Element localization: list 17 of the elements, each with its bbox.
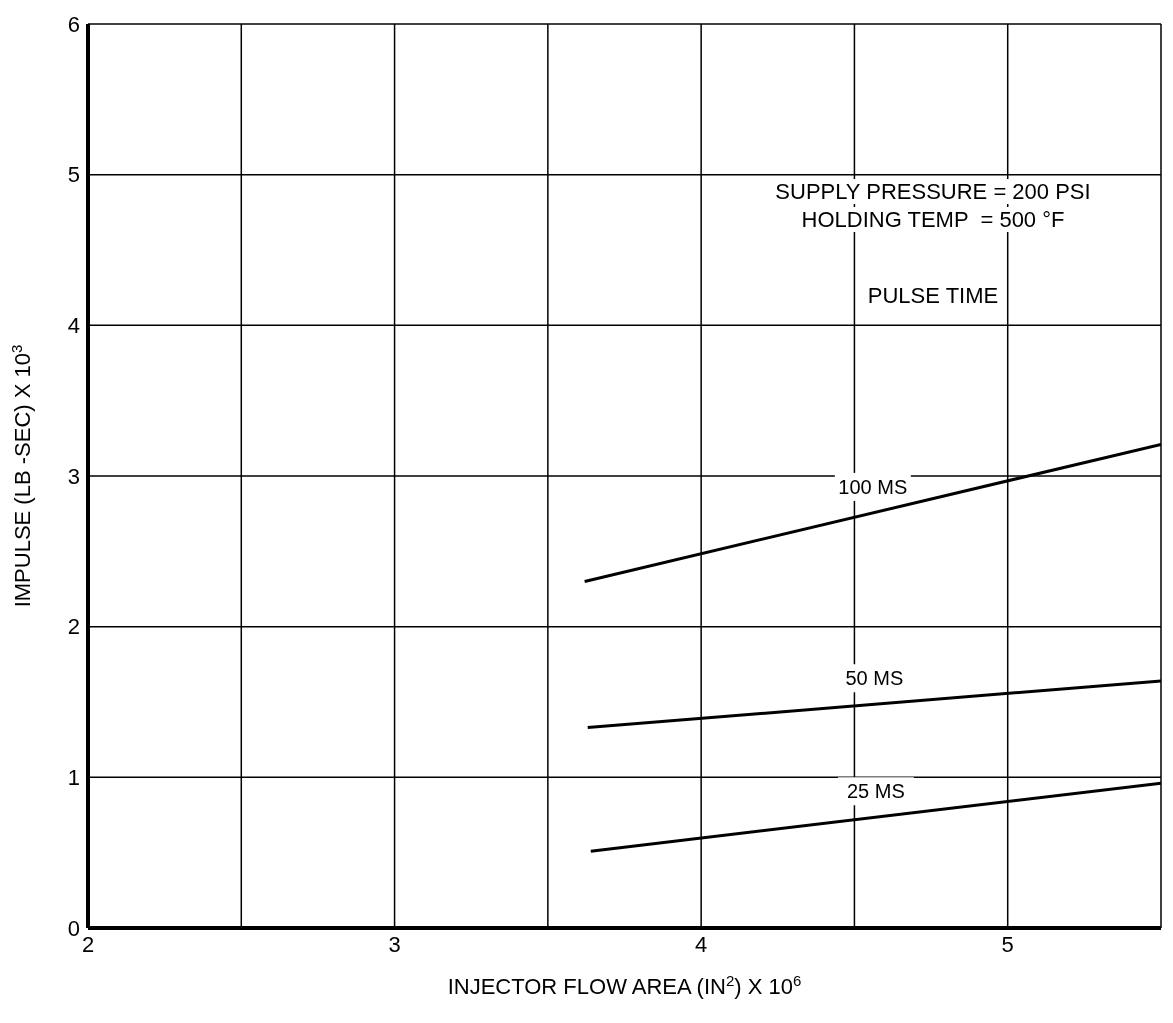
series-label: 25 MS <box>846 780 905 803</box>
annotation: HOLDING TEMP = 500 °F <box>797 207 1069 232</box>
y-tick-label: 6 <box>67 11 80 37</box>
y-tick-label: 1 <box>67 765 80 791</box>
y-tick-label: 5 <box>67 162 80 188</box>
y-tick-label: 3 <box>67 463 80 489</box>
series-label: 50 MS <box>845 667 904 690</box>
series-label: 100 MS <box>838 475 908 498</box>
legend-title: PULSE TIME <box>863 283 1003 308</box>
x-tick-label: 3 <box>388 931 401 957</box>
y-tick-label: 4 <box>67 313 80 339</box>
y-tick-label: 2 <box>67 614 80 640</box>
y-tick-label: 0 <box>67 915 80 941</box>
x-tick-label: 4 <box>695 931 708 957</box>
x-axis-title: INJECTOR FLOW AREA (IN$^{2}$) X 10$^{6}$ <box>447 971 802 999</box>
annotation: SUPPLY PRESSURE = 200 PSI <box>771 179 1095 204</box>
x-tick-label: 5 <box>1001 931 1014 957</box>
